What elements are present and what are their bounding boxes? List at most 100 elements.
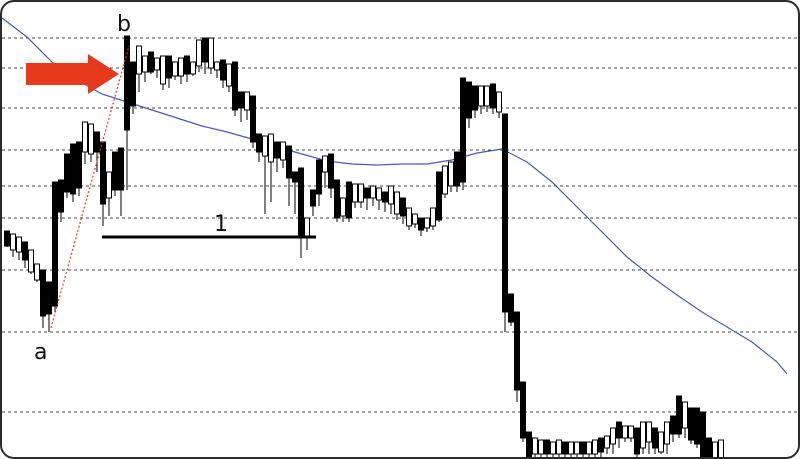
candle [4, 230, 10, 247]
candle [310, 189, 316, 216]
candle [598, 437, 604, 457]
candle [652, 427, 658, 454]
candle [358, 183, 364, 208]
candle [466, 81, 472, 128]
candle [112, 151, 118, 196]
candle [124, 35, 130, 190]
candle [214, 61, 220, 78]
candle [460, 77, 466, 190]
candle [154, 57, 160, 78]
candle [16, 236, 22, 260]
gridlines [2, 37, 798, 413]
candle [364, 187, 370, 210]
candle [352, 183, 358, 208]
label-range: 1 [214, 212, 228, 237]
candles [4, 35, 724, 457]
candle [706, 437, 712, 457]
candle [472, 85, 478, 118]
candle [622, 425, 628, 442]
candle [202, 37, 208, 74]
candle [130, 61, 136, 114]
candle [52, 181, 58, 312]
candle [490, 83, 496, 114]
candle [190, 61, 196, 76]
candle [520, 381, 526, 442]
candle [118, 147, 124, 216]
candle [298, 167, 304, 258]
candle [58, 179, 64, 222]
candle [322, 155, 328, 188]
candle [388, 185, 394, 214]
candle [574, 441, 580, 457]
candle [718, 439, 724, 457]
candle [412, 213, 418, 228]
candle [64, 153, 70, 198]
candle [586, 441, 592, 457]
candle [550, 441, 556, 457]
candle [664, 421, 670, 454]
candle [370, 185, 376, 206]
label-a: a [34, 340, 47, 365]
candle [286, 145, 292, 206]
candle [646, 421, 652, 454]
candle [208, 37, 214, 74]
candle [316, 159, 322, 206]
candle [94, 131, 100, 172]
candle [682, 401, 688, 438]
candle [100, 141, 106, 226]
candle [670, 415, 676, 442]
candle [496, 91, 502, 118]
candle [376, 187, 382, 210]
candle [628, 425, 634, 442]
candle [514, 311, 520, 402]
candle [640, 421, 646, 454]
candle [658, 431, 664, 454]
candle [436, 171, 442, 222]
candle [172, 61, 178, 80]
label-b: b [117, 12, 131, 37]
trendline-a-b [50, 45, 130, 329]
candle [526, 431, 532, 457]
candle [256, 133, 262, 162]
candle [448, 161, 454, 192]
candle [382, 191, 388, 212]
candle [76, 141, 82, 196]
candle [400, 197, 406, 224]
candle [46, 281, 52, 332]
candle [508, 293, 514, 326]
candle [334, 179, 340, 222]
candle [406, 207, 412, 230]
candle [238, 91, 244, 122]
candle [346, 181, 352, 222]
candle [616, 421, 622, 448]
candle [280, 141, 286, 168]
candle [556, 439, 562, 457]
candle [244, 91, 250, 120]
candle [88, 123, 94, 162]
candle [220, 59, 226, 88]
candle [142, 55, 148, 82]
candle [442, 165, 448, 198]
candle [82, 121, 88, 164]
candle [418, 217, 424, 236]
candle [562, 441, 568, 457]
candle [70, 143, 76, 202]
candle [28, 249, 34, 274]
candle [268, 133, 274, 202]
candle [538, 439, 544, 457]
candle [568, 441, 574, 457]
candle [340, 197, 346, 222]
candle [700, 411, 706, 457]
candle [34, 263, 40, 282]
candle [292, 171, 298, 214]
candle [484, 85, 490, 112]
candle [184, 55, 190, 82]
candle [688, 407, 694, 444]
candle [502, 113, 508, 332]
candle [106, 171, 112, 216]
candle [10, 233, 16, 257]
candle [304, 217, 310, 250]
candle [676, 395, 682, 438]
